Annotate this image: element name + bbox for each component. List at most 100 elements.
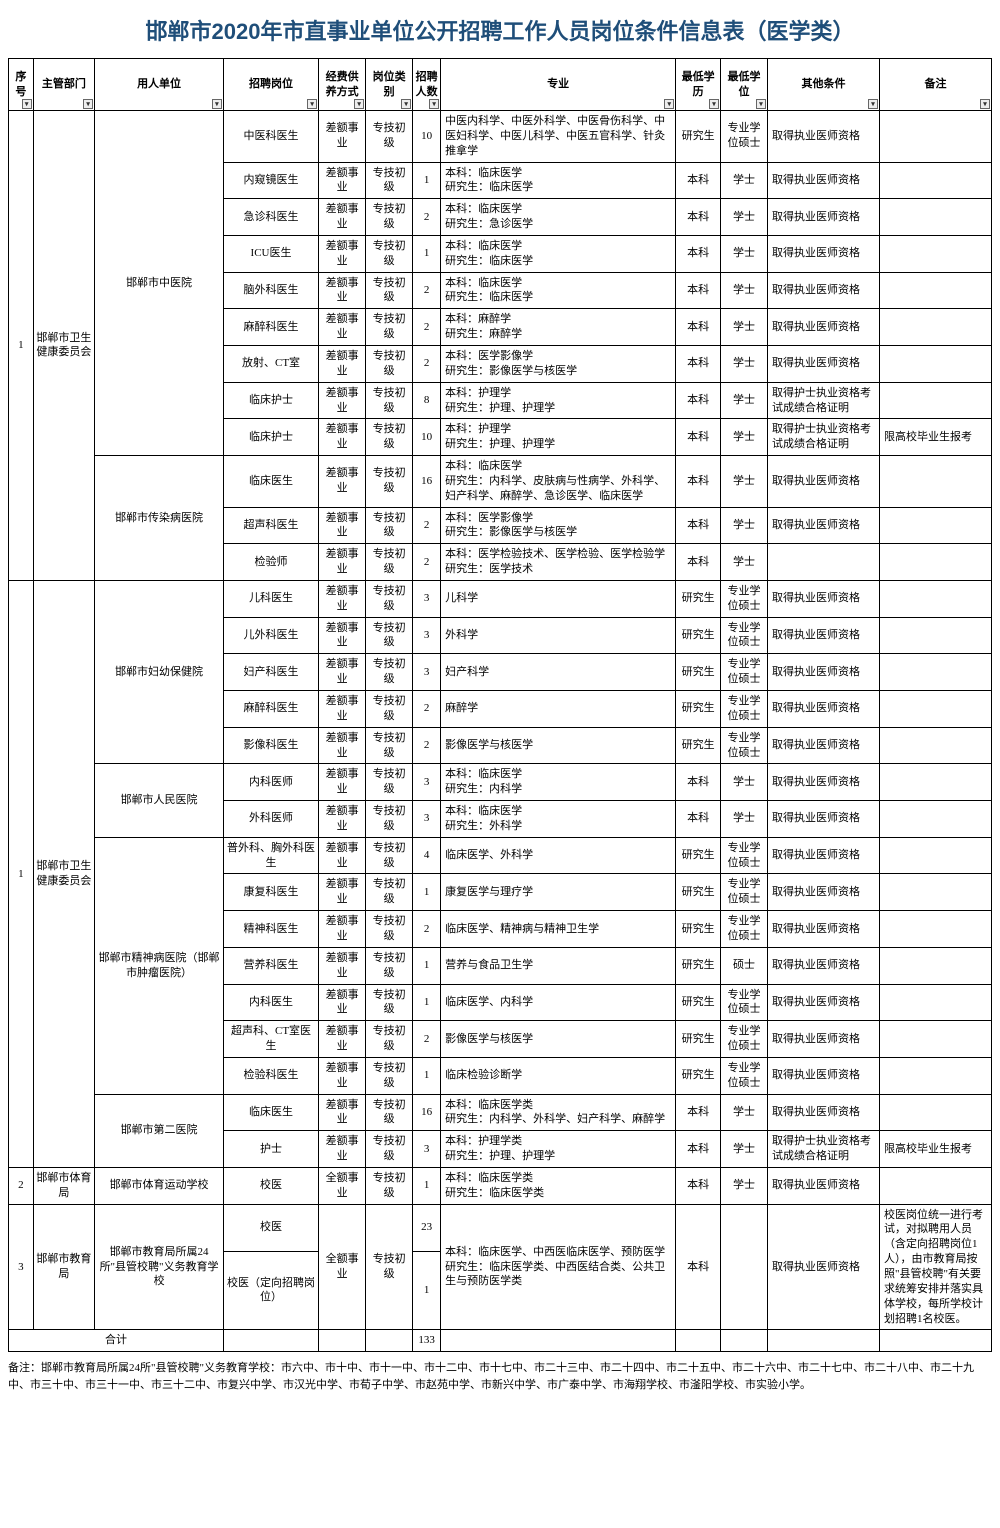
cell-oth: 取得执业医师资格 [768, 199, 880, 236]
cell-deg: 专业学位硕士 [721, 580, 768, 617]
cell-oth: 取得执业医师资格 [768, 272, 880, 309]
cell-pos: 检验师 [223, 544, 318, 581]
cell-edu: 研究生 [676, 874, 721, 911]
cell-num: 3 [413, 617, 441, 654]
cell-unit: 邯郸市传染病医院 [95, 456, 224, 581]
cell-oth: 取得执业医师资格 [768, 801, 880, 838]
cell-fund: 差额事业 [319, 345, 366, 382]
cell-deg [721, 1204, 768, 1330]
cell-deg: 专业学位硕士 [721, 691, 768, 728]
filter-icon[interactable] [401, 99, 411, 109]
col-header-10: 其他条件 [768, 59, 880, 111]
cell-note [879, 837, 991, 874]
cell-num: 2 [413, 691, 441, 728]
cell-fund: 差额事业 [319, 801, 366, 838]
cell-lvl: 专技初级 [366, 1204, 413, 1330]
cell-num: 2 [413, 272, 441, 309]
cell-pos: 临床医生 [223, 456, 318, 508]
cell-oth: 取得执业医师资格 [768, 507, 880, 544]
cell-edu: 本科 [676, 1094, 721, 1131]
cell-pos: 护士 [223, 1131, 318, 1168]
cell-lvl: 专技初级 [366, 837, 413, 874]
cell-num: 1 [413, 235, 441, 272]
cell-fund: 差额事业 [319, 456, 366, 508]
cell-maj: 本科：医学影像学研究生：影像医学与核医学 [441, 345, 676, 382]
filter-icon[interactable] [756, 99, 766, 109]
filter-icon[interactable] [980, 99, 990, 109]
cell-lvl: 专技初级 [366, 382, 413, 419]
cell-edu: 本科 [676, 199, 721, 236]
cell-fund: 差额事业 [319, 654, 366, 691]
cell-num: 10 [413, 419, 441, 456]
footnote-text: 备注：邯郸市教育局所属24所"县管校聘"义务教育学校：市六中、市十中、市十一中、… [8, 1360, 992, 1393]
cell-fund: 差额事业 [319, 507, 366, 544]
cell-lvl: 专技初级 [366, 345, 413, 382]
cell-deg: 学士 [721, 309, 768, 346]
cell-maj: 中医内科学、中医外科学、中医骨伤科学、中医妇科学、中医儿科学、中医五官科学、针灸… [441, 111, 676, 163]
cell-deg: 专业学位硕士 [721, 1021, 768, 1058]
cell-edu: 研究生 [676, 947, 721, 984]
cell-oth: 取得执业医师资格 [768, 345, 880, 382]
cell-oth: 取得执业医师资格 [768, 580, 880, 617]
recruitment-table: 序号主管部门用人单位招聘岗位经费供养方式岗位类别招聘人数专业最低学历最低学位其他… [8, 58, 992, 1352]
cell-pos: 影像科医生 [223, 727, 318, 764]
cell-num: 2 [413, 544, 441, 581]
cell-xh: 1 [9, 111, 34, 581]
filter-icon[interactable] [868, 99, 878, 109]
cell-deg: 学士 [721, 507, 768, 544]
cell-deg: 学士 [721, 1094, 768, 1131]
cell-note [879, 1057, 991, 1094]
cell-pos: 临床医生 [223, 1094, 318, 1131]
cell-maj: 本科：临床医学、中西医临床医学、预防医学研究生：临床医学类、中西医结合类、公共卫… [441, 1204, 676, 1330]
table-row: 1邯郸市卫生健康委员会邯郸市中医院中医科医生差额事业专技初级10中医内科学、中医… [9, 111, 992, 163]
col-header-1: 主管部门 [33, 59, 95, 111]
cell-maj: 本科：临床医学研究生：临床医学 [441, 272, 676, 309]
filter-icon[interactable] [354, 99, 364, 109]
cell-pos: 校医 [223, 1204, 318, 1251]
cell-note [879, 1021, 991, 1058]
cell-deg: 硕士 [721, 947, 768, 984]
cell-lvl: 专技初级 [366, 235, 413, 272]
filter-icon[interactable] [709, 99, 719, 109]
filter-icon[interactable] [429, 99, 439, 109]
cell-maj: 本科：医学影像学研究生：影像医学与核医学 [441, 507, 676, 544]
cell-lvl: 专技初级 [366, 654, 413, 691]
cell-unit: 邯郸市教育局所属24所"县管校聘"义务教育学校 [95, 1204, 224, 1330]
cell-fund: 差额事业 [319, 837, 366, 874]
cell-unit: 邯郸市体育运动学校 [95, 1167, 224, 1204]
cell-edu: 研究生 [676, 617, 721, 654]
cell-note: 限高校毕业生报考 [879, 1131, 991, 1168]
cell-oth: 取得执业医师资格 [768, 764, 880, 801]
cell-lvl: 专技初级 [366, 874, 413, 911]
cell-note [879, 654, 991, 691]
cell-pos: 临床护士 [223, 382, 318, 419]
filter-icon[interactable] [212, 99, 222, 109]
cell-maj: 本科：临床医学类研究生：内科学、外科学、妇产科学、麻醉学 [441, 1094, 676, 1131]
cell-lvl: 专技初级 [366, 911, 413, 948]
filter-icon[interactable] [664, 99, 674, 109]
cell-edu: 本科 [676, 345, 721, 382]
cell-xh: 1 [9, 580, 34, 1167]
col-header-3: 招聘岗位 [223, 59, 318, 111]
cell-num: 3 [413, 654, 441, 691]
cell-edu: 本科 [676, 1167, 721, 1204]
cell-lvl: 专技初级 [366, 984, 413, 1021]
filter-icon[interactable] [83, 99, 93, 109]
cell-unit: 邯郸市人民医院 [95, 764, 224, 837]
blank-cell [768, 1330, 880, 1352]
cell-edu: 本科 [676, 1204, 721, 1330]
cell-lvl: 专技初级 [366, 1021, 413, 1058]
cell-lvl: 专技初级 [366, 1131, 413, 1168]
cell-lvl: 专技初级 [366, 580, 413, 617]
cell-lvl: 专技初级 [366, 507, 413, 544]
total-label: 合计 [9, 1330, 224, 1352]
filter-icon[interactable] [22, 99, 32, 109]
col-header-2: 用人单位 [95, 59, 224, 111]
blank-cell [879, 1330, 991, 1352]
cell-lvl: 专技初级 [366, 764, 413, 801]
cell-fund: 差额事业 [319, 309, 366, 346]
cell-dept: 邯郸市教育局 [33, 1204, 95, 1330]
filter-icon[interactable] [307, 99, 317, 109]
cell-num: 1 [413, 1057, 441, 1094]
cell-note [879, 382, 991, 419]
